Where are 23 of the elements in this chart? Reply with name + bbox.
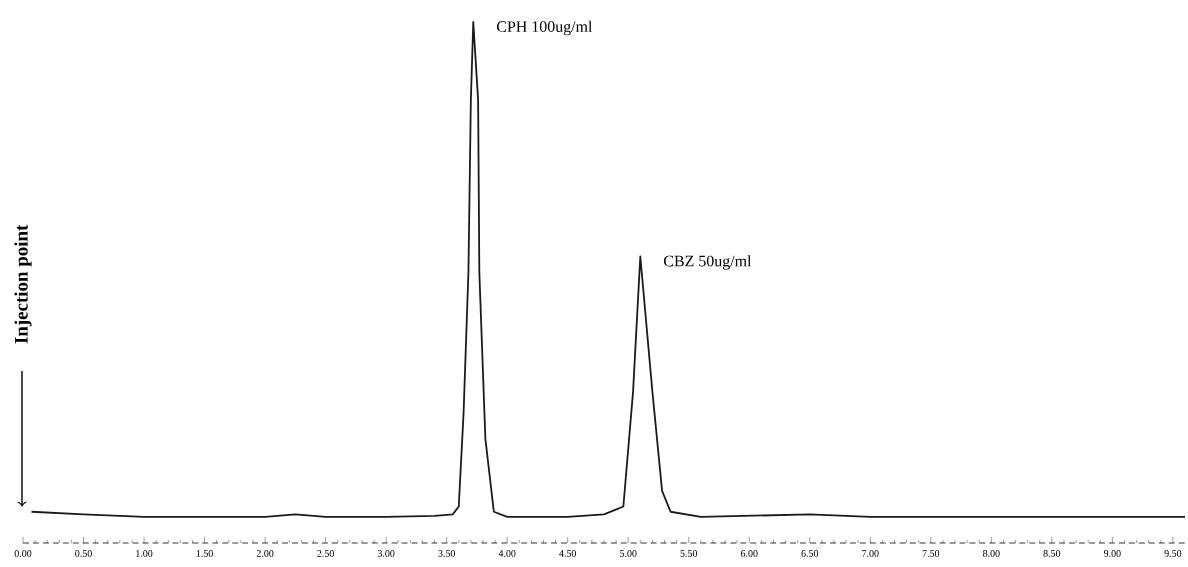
x-tick-label: 0.50	[75, 550, 92, 557]
x-tick-label: 6.50	[801, 550, 819, 557]
x-tick-label: 4.50	[559, 550, 577, 557]
annotation: CBZ 50ug/ml	[664, 255, 752, 270]
x-tick-label: 2.50	[317, 550, 334, 557]
x-tick-label: 2.00	[256, 550, 274, 557]
x-tick-label: 4.00	[498, 550, 516, 557]
x-tick-label: 8.00	[982, 550, 1000, 557]
x-tick-label: 5.00	[620, 550, 637, 557]
x-tick-label: 7.50	[922, 550, 940, 557]
x-tick-label: 3.00	[377, 550, 395, 557]
x-tick-label: 8.50	[1043, 550, 1061, 557]
x-tick-label: 1.00	[136, 550, 153, 557]
x-tick-label: 5.50	[680, 550, 698, 557]
x-tick-label: 9.00	[1103, 550, 1121, 557]
x-tick-label: 6.00	[740, 550, 758, 557]
x-tick-label: 1.50	[196, 550, 213, 557]
x-tick-label: 7.00	[862, 550, 879, 557]
annotation: Injection point	[14, 224, 32, 344]
annotation: CPH 100ug/ml	[496, 20, 593, 36]
x-tick-label: 0.00	[14, 550, 32, 557]
x-tick-label: 3.50	[438, 550, 455, 557]
x-tick-label: 9.50	[1164, 550, 1182, 557]
